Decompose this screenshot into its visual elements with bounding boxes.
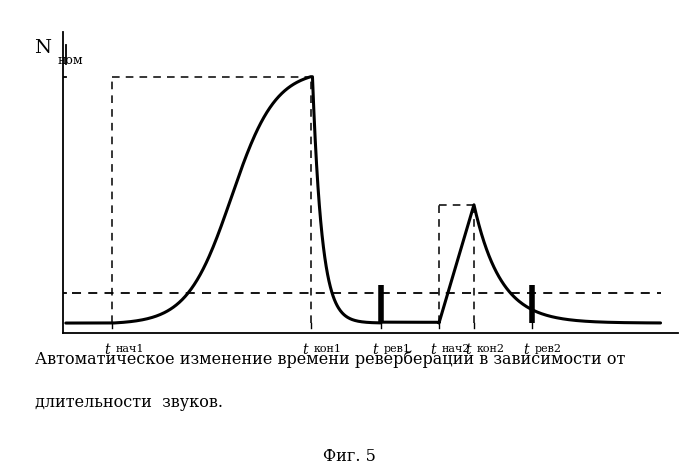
Text: t: t: [104, 342, 110, 356]
Text: t: t: [466, 342, 471, 356]
Text: Фиг. 5: Фиг. 5: [323, 447, 376, 465]
Text: рев1: рев1: [384, 343, 410, 353]
Text: t: t: [302, 342, 308, 356]
Text: длительности  звуков.: длительности звуков.: [35, 393, 223, 410]
Text: рев2: рев2: [535, 343, 562, 353]
Text: Автоматическое изменение времени реверберации в зависимости от: Автоматическое изменение времени ревербе…: [35, 350, 626, 367]
Text: t: t: [431, 342, 436, 356]
Text: ном: ном: [57, 54, 82, 67]
Text: N: N: [34, 39, 51, 57]
Text: кон2: кон2: [477, 343, 505, 353]
Text: нач2: нач2: [442, 343, 470, 353]
Text: нач1: нач1: [115, 343, 144, 353]
Text: кон1: кон1: [314, 343, 342, 353]
Text: t: t: [372, 342, 377, 356]
Text: t: t: [524, 342, 529, 356]
